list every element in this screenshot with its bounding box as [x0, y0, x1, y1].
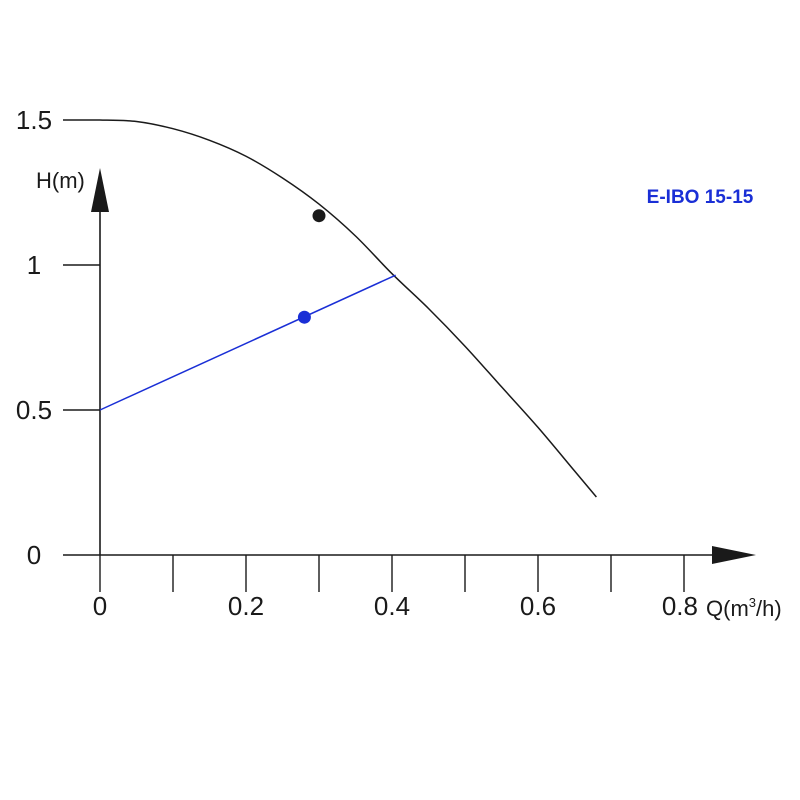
system-curve-marker [297, 310, 311, 324]
y-axis-arrow [91, 168, 109, 212]
y-axis-label: H(m) [36, 168, 85, 193]
system-curve-line [99, 274, 396, 411]
y-tick-label: 0.5 [16, 395, 52, 425]
x-tick-label: 0.2 [228, 591, 264, 621]
x-axis-arrow [712, 546, 756, 564]
y-tick-label: 0 [27, 540, 41, 570]
y-tick-label: 1.5 [16, 105, 52, 135]
x-tick-label: 0.6 [520, 591, 556, 621]
x-axis-label: Q(m3/h) [706, 595, 782, 621]
x-tick-label: 0 [93, 591, 107, 621]
axes [91, 168, 756, 564]
y-tick-label: 1 [27, 250, 41, 280]
x-tick-label: 0.8 [662, 591, 698, 621]
pump-curve-marker [312, 209, 326, 223]
pump-curve-line [99, 119, 597, 498]
x-tick-label: 0.4 [374, 591, 410, 621]
chart-title: E-IBO 15-15 [647, 187, 754, 208]
